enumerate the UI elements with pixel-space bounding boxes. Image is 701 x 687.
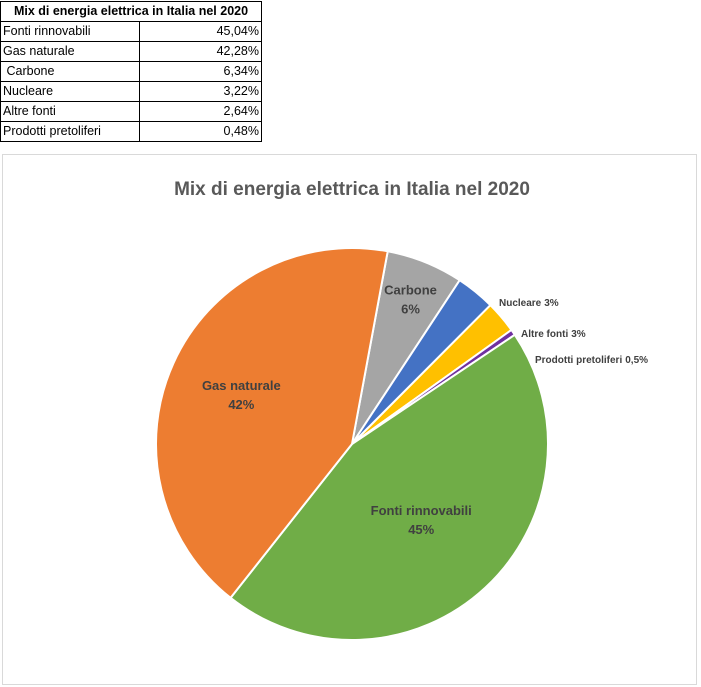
data-table: Mix di energia elettrica in Italia nel 2… [0, 1, 262, 142]
pie-label-name: Nucleare [499, 298, 542, 309]
pie-label-name: Fonti rinnovabili [371, 503, 472, 518]
table-cell-label: Prodotti pretoliferi [0, 121, 140, 142]
pie-label-percent: 0,5% [625, 355, 648, 366]
pie-label-percent: 45% [408, 522, 434, 537]
table-cell-value: 6,34% [139, 61, 262, 82]
chart-title: Mix di energia elettrica in Italia nel 2… [174, 179, 530, 200]
table-row: Fonti rinnovabili 45,04% [0, 21, 262, 42]
table-cell-value: 42,28% [139, 41, 262, 62]
pie-label-name: Carbone [384, 283, 437, 298]
pie-data-label: Altre fonti 3% [521, 329, 586, 340]
table-body: Fonti rinnovabili 45,04% Gas naturale 42,28… [0, 21, 262, 142]
pie-label-name: Altre fonti [521, 329, 568, 340]
pie-chart: Mix di energia elettrica in Italia nel 2… [155, 179, 648, 641]
table-row: Altre fonti 2,64% [0, 101, 262, 122]
table-header-row: Mix di energia elettrica in Italia nel 2… [0, 1, 262, 22]
pie-data-label: Carbone 6% [384, 283, 437, 317]
pie-labels: Carbone 6% Nucleare 3%Altre fonti 3%Prodotti… [202, 283, 648, 537]
table-row: Carbone 6,34% [0, 61, 262, 82]
table-cell-label: Gas naturale [0, 41, 140, 62]
chart-area[interactable]: Mix di energia elettrica in Italia nel 2… [2, 154, 697, 685]
pie-label-name: Gas naturale [202, 378, 281, 393]
pie-slice-gas-naturale[interactable] [155, 247, 389, 600]
pie-label-name: Prodotti pretoliferi [535, 355, 622, 366]
table-cell-value: 3,22% [139, 81, 262, 102]
pie-slice-fonti-rinnovabili[interactable] [229, 333, 549, 641]
pie-label-percent: 3% [544, 298, 559, 309]
pie-label-percent: 6% [401, 302, 420, 317]
pie-label-percent: 3% [571, 329, 586, 340]
table-cell-value: 0,48% [139, 121, 262, 142]
pie-data-label: Prodotti pretoliferi 0,5% [535, 355, 648, 366]
pie-slices [155, 247, 549, 641]
table-cell-label: Carbone [0, 61, 140, 82]
table-row: Prodotti pretoliferi 0,48% [0, 121, 262, 142]
table-title: Mix di energia elettrica in Italia nel 2… [0, 1, 262, 22]
table-row: Gas naturale 42,28% [0, 41, 262, 62]
table-cell-label: Altre fonti [0, 101, 140, 122]
pie-label-percent: 42% [228, 397, 254, 412]
table-cell-value: 45,04% [139, 21, 262, 42]
pie-data-label: Gas naturale 42% [202, 378, 281, 412]
table-row: Nucleare 3,22% [0, 81, 262, 102]
table-cell-value: 2,64% [139, 101, 262, 122]
pie-data-label: Nucleare 3% [499, 298, 559, 309]
pie-data-label: Fonti rinnovabili 45% [371, 503, 472, 537]
table-cell-label: Fonti rinnovabili [0, 21, 140, 42]
table-cell-label: Nucleare [0, 81, 140, 102]
